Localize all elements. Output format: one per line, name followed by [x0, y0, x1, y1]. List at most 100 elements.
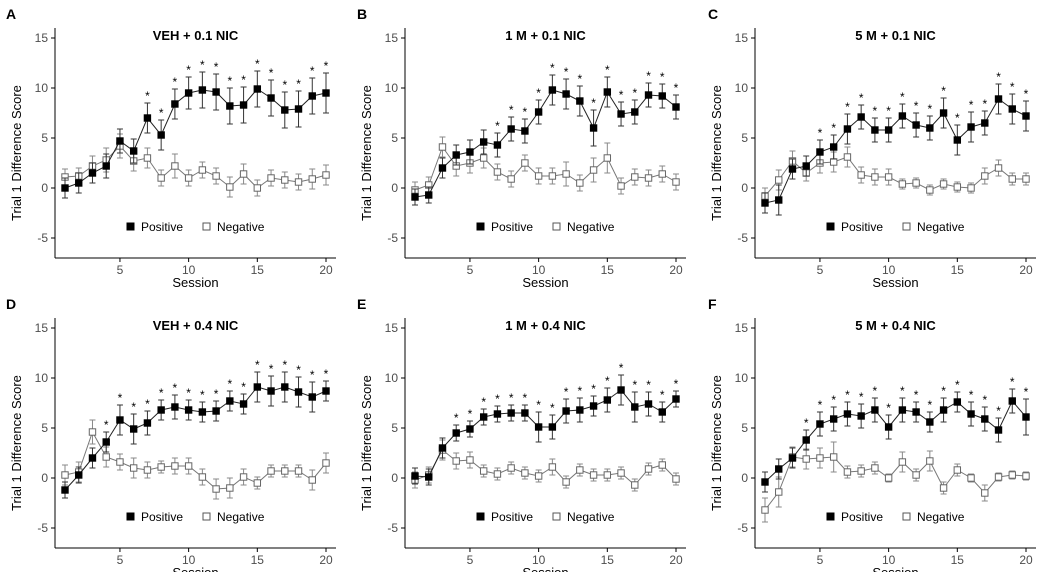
significance-star: * — [269, 362, 274, 376]
data-point-positive — [212, 407, 220, 415]
y-tick-label: 10 — [385, 81, 399, 95]
y-tick-label: -5 — [387, 231, 398, 245]
legend-negative-swatch — [902, 222, 911, 231]
significance-star: * — [955, 378, 960, 392]
y-tick-label: 0 — [391, 471, 398, 485]
x-tick-label: 5 — [117, 263, 124, 277]
significance-star: * — [619, 88, 624, 102]
data-point-negative — [102, 453, 110, 461]
data-point-negative — [438, 143, 447, 151]
data-point-negative — [294, 178, 303, 186]
y-tick-label: -5 — [37, 231, 48, 245]
significance-star: * — [186, 63, 191, 77]
significance-star: * — [310, 64, 315, 78]
x-tick-label: 15 — [251, 263, 265, 277]
data-point-positive — [953, 136, 962, 144]
significance-star: * — [818, 398, 823, 412]
data-point-negative — [88, 428, 97, 436]
significance-star: * — [145, 89, 150, 103]
data-point-negative — [452, 457, 460, 465]
data-point-negative — [281, 467, 289, 475]
significance-star: * — [296, 363, 301, 377]
data-point-negative — [129, 464, 138, 472]
legend-positive-label: Positive — [141, 510, 183, 524]
data-point-negative — [967, 184, 975, 192]
data-point-positive — [438, 444, 447, 452]
significance-star: * — [591, 382, 596, 396]
data-point-negative — [871, 464, 879, 472]
significance-star: * — [282, 358, 287, 372]
panel-letter: A — [6, 6, 16, 22]
x-tick-label: 20 — [669, 553, 683, 567]
y-tick-label: -5 — [737, 521, 748, 535]
x-tick-label: 10 — [182, 553, 196, 567]
significance-star: * — [955, 111, 960, 125]
data-point-positive — [267, 387, 275, 395]
data-point-positive — [521, 127, 529, 135]
x-tick-label: 10 — [882, 553, 896, 567]
data-point-positive — [994, 426, 1003, 434]
y-tick-label: 5 — [741, 421, 748, 435]
data-point-positive — [981, 415, 989, 423]
data-point-positive — [761, 199, 769, 207]
data-point-positive — [171, 403, 179, 411]
data-point-negative — [953, 183, 962, 191]
significance-star: * — [646, 69, 651, 83]
data-point-negative — [171, 462, 179, 470]
significance-star: * — [674, 81, 679, 95]
data-point-negative — [843, 153, 852, 161]
data-point-negative — [267, 467, 275, 475]
data-point-negative — [644, 174, 653, 182]
data-point-positive — [411, 472, 419, 480]
significance-star: * — [200, 388, 205, 402]
y-tick-label: 15 — [35, 321, 49, 335]
data-point-positive — [129, 425, 138, 433]
data-point-negative — [534, 172, 543, 180]
data-point-positive — [912, 408, 920, 416]
data-point-negative — [672, 475, 680, 483]
significance-star: * — [523, 105, 528, 119]
data-point-negative — [939, 484, 948, 492]
data-point-positive — [184, 406, 193, 414]
significance-star: * — [914, 99, 919, 113]
data-point-negative — [884, 173, 893, 181]
significance-star: * — [996, 70, 1001, 84]
y-tick-label: 10 — [35, 81, 49, 95]
panel-title: VEH + 0.4 NIC — [153, 318, 239, 333]
data-point-positive — [425, 191, 433, 199]
significance-star: * — [550, 61, 555, 75]
data-point-positive — [239, 101, 248, 109]
y-tick-label: -5 — [387, 521, 398, 535]
data-point-negative — [116, 458, 124, 466]
x-tick-label: 20 — [1019, 553, 1033, 567]
y-tick-label: 0 — [741, 181, 748, 195]
y-tick-label: 15 — [735, 31, 749, 45]
significance-star: * — [536, 86, 541, 100]
data-point-positive — [1022, 112, 1030, 120]
data-point-negative — [184, 462, 193, 470]
data-point-positive — [466, 148, 474, 156]
significance-star: * — [859, 390, 864, 404]
data-point-negative — [1022, 175, 1030, 183]
data-point-negative — [617, 182, 625, 190]
x-axis-title: Session — [872, 275, 918, 290]
legend-negative-label: Negative — [217, 220, 265, 234]
data-point-negative — [658, 461, 666, 469]
data-point-positive — [816, 148, 824, 156]
significance-star: * — [591, 96, 596, 110]
legend-positive-label: Positive — [491, 220, 533, 234]
significance-star: * — [646, 378, 651, 392]
data-point-positive — [1008, 397, 1016, 405]
data-point-positive — [761, 478, 769, 486]
x-axis-title: Session — [872, 565, 918, 572]
data-point-positive — [102, 162, 110, 170]
data-point-positive — [198, 408, 207, 416]
y-axis-title: Trial 1 Difference Score — [359, 375, 374, 511]
data-point-negative — [548, 463, 557, 471]
significance-star: * — [632, 378, 637, 392]
significance-star: * — [873, 384, 878, 398]
significance-star: * — [296, 77, 301, 91]
data-point-positive — [322, 387, 330, 395]
data-point-positive — [939, 406, 948, 414]
data-point-negative — [912, 471, 920, 479]
